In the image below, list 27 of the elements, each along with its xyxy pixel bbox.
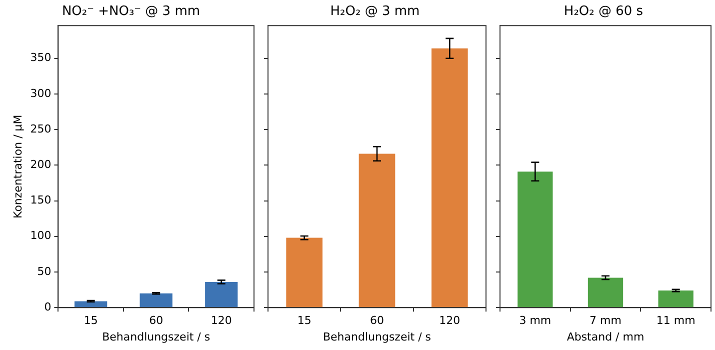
y-tick-label: 250 bbox=[30, 122, 52, 136]
x-tick-label: 15 bbox=[84, 314, 98, 328]
x-axis-title: Abstand / mm bbox=[566, 330, 644, 344]
y-axis-title: Konzentration / µM bbox=[11, 114, 24, 218]
y-tick-label: 150 bbox=[30, 194, 52, 207]
x-tick-label: 11 mm bbox=[656, 314, 696, 328]
x-axis-title: Behandlungszeit / s bbox=[322, 330, 432, 344]
chart-title: H₂O₂ @ 3 mm bbox=[330, 4, 420, 20]
y-tick-label: 200 bbox=[30, 158, 52, 172]
y-tick-label: 50 bbox=[37, 264, 52, 278]
x-tick-label: 60 bbox=[149, 314, 164, 328]
x-tick-label: 3 mm bbox=[519, 314, 552, 328]
bar bbox=[140, 293, 172, 308]
bar bbox=[74, 301, 108, 308]
x-tick-label: 120 bbox=[210, 314, 232, 328]
x-tick-label: 15 bbox=[297, 314, 312, 328]
y-tick-label: 100 bbox=[30, 229, 52, 242]
x-tick-label: 120 bbox=[439, 314, 460, 328]
y-tick-label: 300 bbox=[30, 86, 52, 100]
bar bbox=[205, 282, 238, 308]
x-tick-label: 7 mm bbox=[590, 314, 622, 328]
chart-title: H₂O₂ @ 60 s bbox=[564, 4, 644, 20]
chart-title: NO₂⁻ +NO₃⁻ @ 3 mm bbox=[62, 4, 200, 20]
x-axis-title: Behandlungszeit / s bbox=[102, 330, 210, 344]
x-tick-label: 60 bbox=[370, 314, 384, 328]
y-tick-label: 350 bbox=[30, 51, 52, 64]
y-tick-label: 0 bbox=[44, 300, 52, 314]
